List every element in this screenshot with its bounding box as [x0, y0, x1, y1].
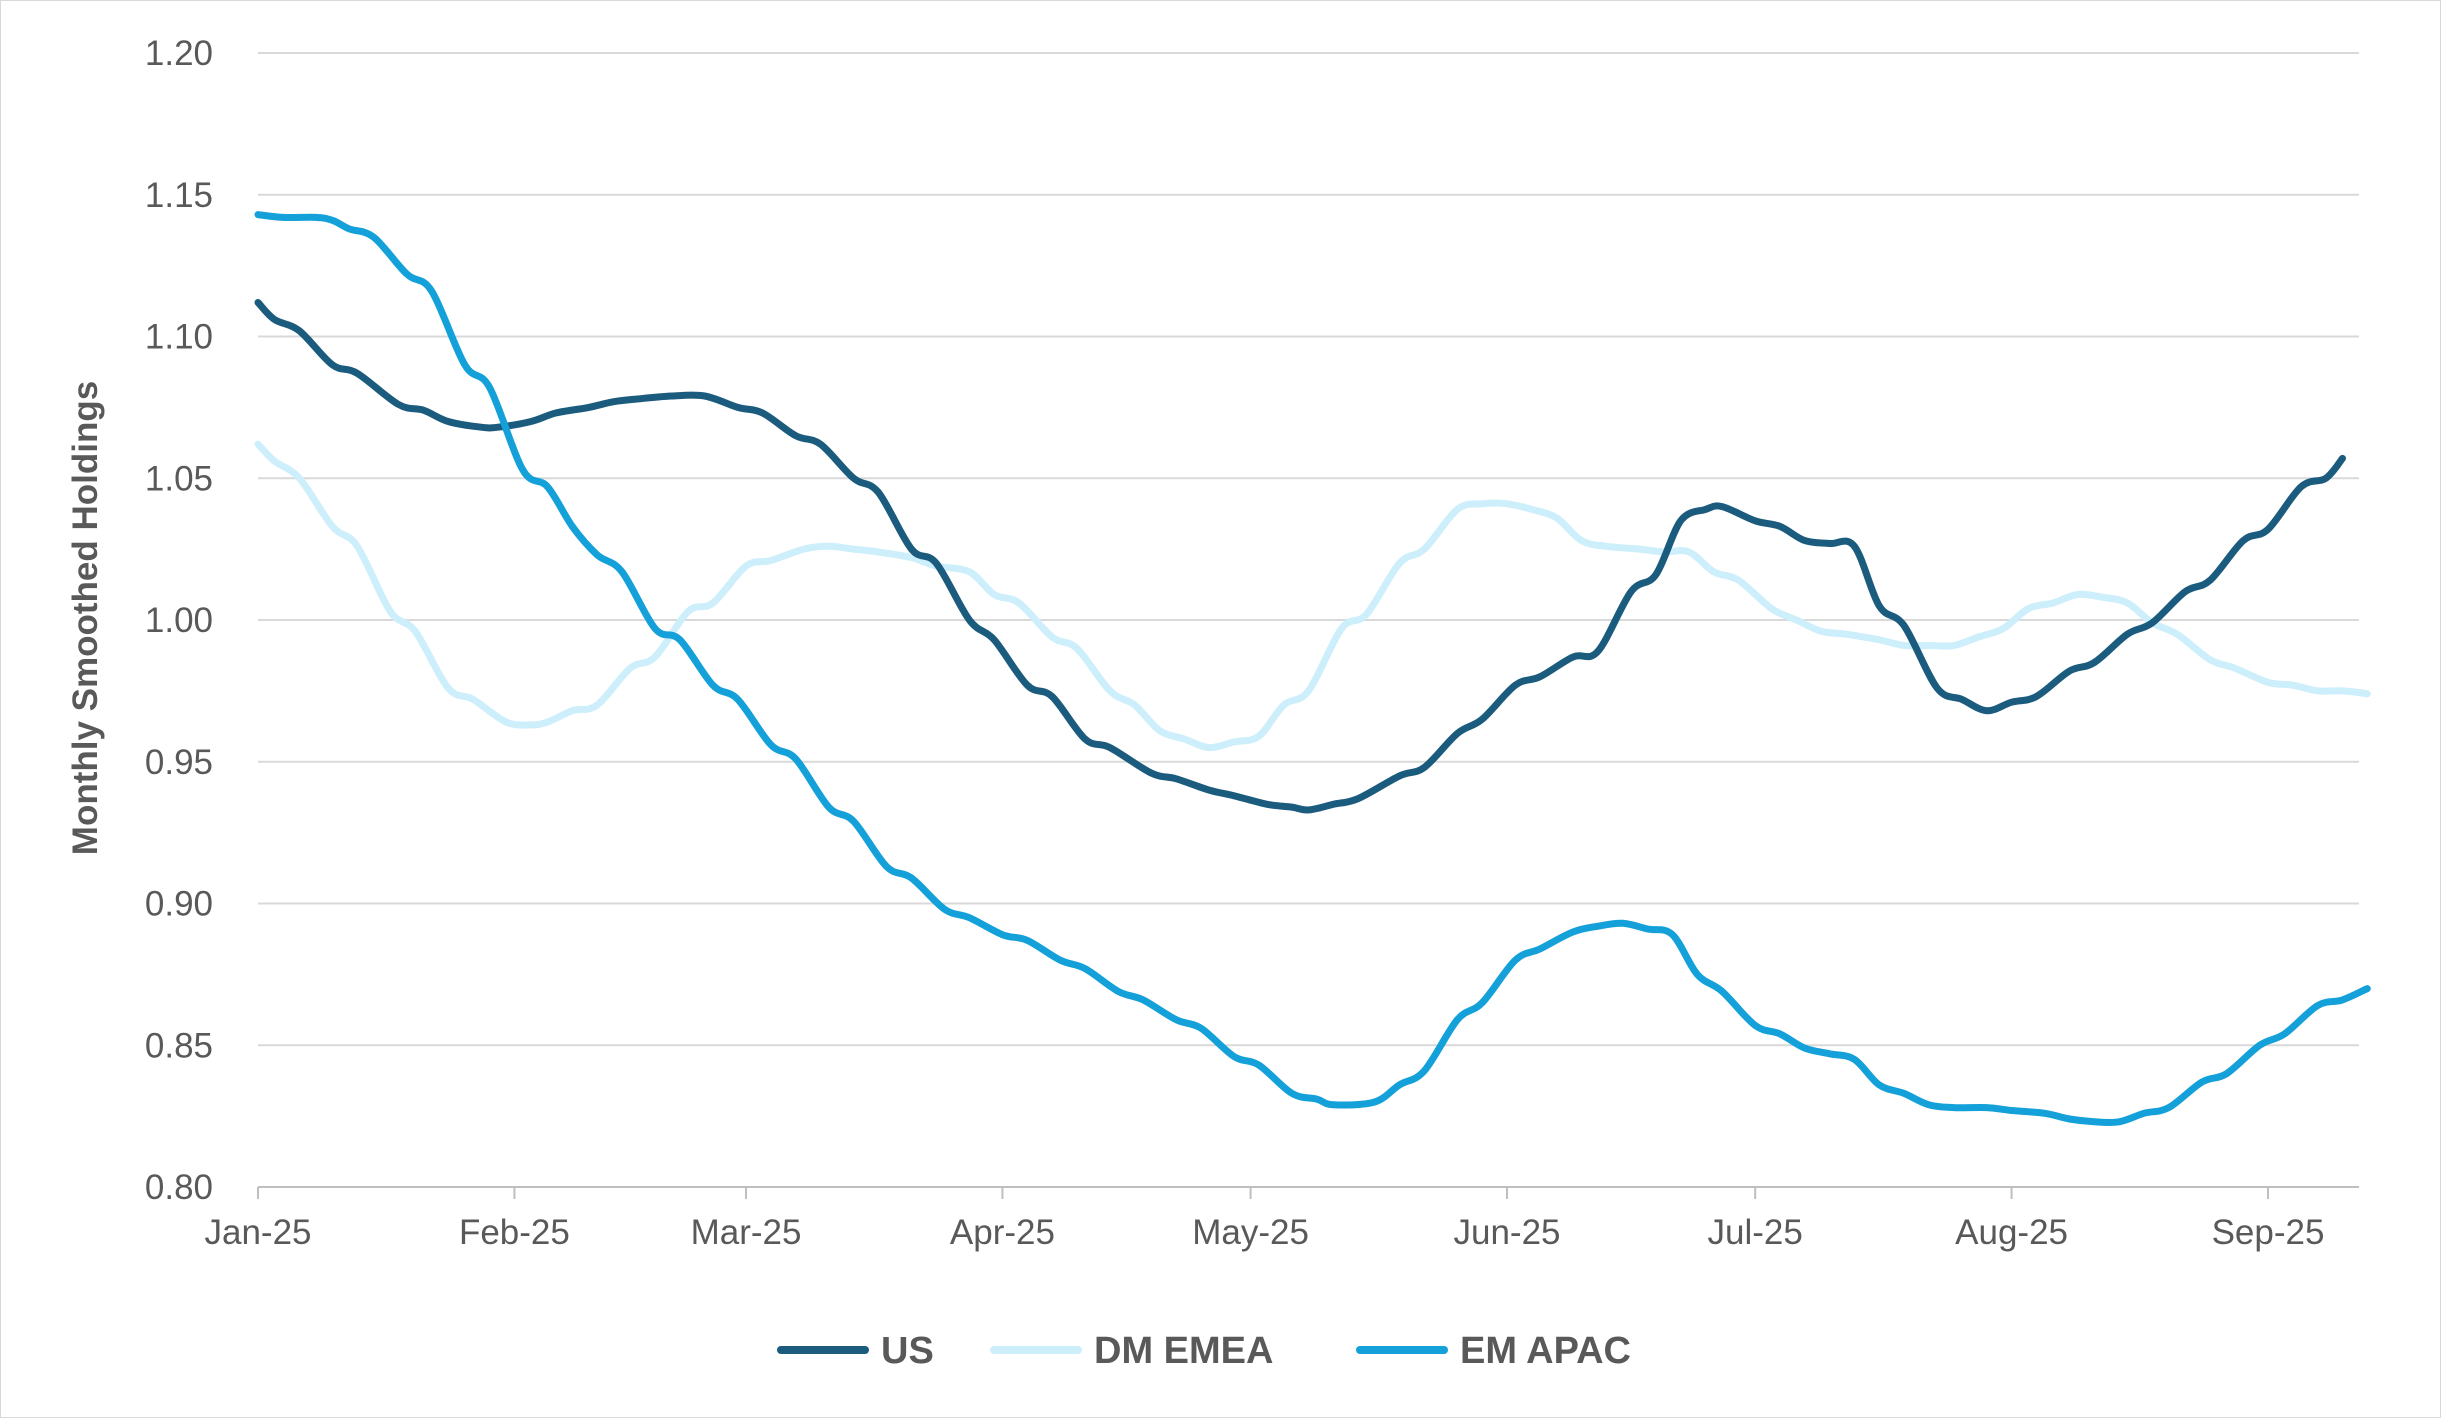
- legend-item-us: US: [777, 1330, 934, 1372]
- legend-label: DM EMEA: [1094, 1330, 1273, 1372]
- y-tick-label: 1.05: [145, 459, 213, 498]
- gridlines: [258, 52, 2359, 1047]
- legend-item-dm-emea: DM EMEA: [990, 1330, 1273, 1372]
- legend-label: EM APAC: [1460, 1330, 1631, 1372]
- series-line-em-apac: [254, 211, 2371, 1127]
- y-tick-label: 0.85: [145, 1026, 213, 1065]
- y-axis-title: Monthly Smoothed Holdings: [66, 381, 105, 855]
- x-tick-label: Feb-25: [459, 1213, 570, 1252]
- x-axis-ticks: Jan-25 Feb-25 Mar-25 Apr-25 May-25 Jun-25 Jul-…: [204, 1187, 2324, 1252]
- series-lines: [254, 211, 2371, 1127]
- legend-item-em-apac: EM APAC: [1356, 1330, 1631, 1372]
- y-axis-ticks: 0.80 0.85 0.90 0.95 1.00 1.05 1.10 1.15 1.20: [145, 34, 213, 1207]
- x-tick-label: Apr-25: [950, 1213, 1055, 1252]
- legend-label: US: [881, 1330, 934, 1372]
- x-tick-label: May-25: [1192, 1213, 1309, 1252]
- series-line-us: [254, 299, 2346, 814]
- legend: US DM EMEA EM APAC: [777, 1330, 1631, 1372]
- y-tick-label: 1.10: [145, 318, 213, 357]
- x-tick-label: Jul-25: [1708, 1213, 1803, 1252]
- y-tick-label: 1.15: [145, 176, 213, 215]
- y-tick-label: 0.80: [145, 1168, 213, 1207]
- y-tick-label: 1.20: [145, 34, 213, 73]
- y-tick-label: 0.95: [145, 743, 213, 782]
- x-tick-label: Jan-25: [204, 1213, 311, 1252]
- x-tick-label: Jun-25: [1454, 1213, 1561, 1252]
- y-tick-label: 0.90: [145, 885, 213, 924]
- y-tick-label: 1.00: [145, 601, 213, 640]
- x-tick-label: Sep-25: [2212, 1213, 2325, 1252]
- series-line-dm-emea: [254, 440, 2371, 752]
- x-tick-label: Mar-25: [691, 1213, 802, 1252]
- x-tick-label: Aug-25: [1955, 1213, 2068, 1252]
